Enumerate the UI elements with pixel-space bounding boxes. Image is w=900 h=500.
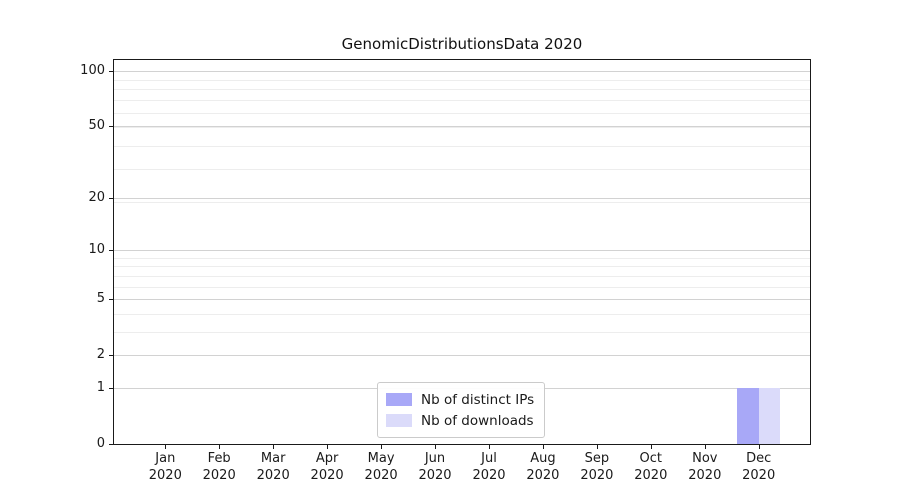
major-gridline (114, 299, 810, 300)
plot-area: Nb of distinct IPs Nb of downloads (113, 59, 811, 445)
y-tick-mark (109, 249, 113, 251)
minor-gridline (114, 145, 810, 147)
legend-swatch-icon (386, 414, 412, 427)
x-tick-label: Nov 2020 (688, 451, 722, 483)
x-tick-mark (650, 445, 652, 449)
x-tick-label: May 2020 (364, 451, 398, 483)
major-gridline (114, 125, 810, 127)
minor-gridline (114, 71, 810, 73)
legend-item: Nb of distinct IPs (386, 389, 534, 410)
minor-gridline (114, 331, 810, 333)
legend-label: Nb of downloads (421, 412, 534, 429)
minor-gridline (114, 79, 810, 81)
x-tick-label: Oct 2020 (634, 451, 668, 483)
y-tick-label: 100 (80, 62, 105, 78)
y-tick-label: 50 (88, 117, 105, 133)
x-tick-mark (273, 445, 275, 449)
y-tick-mark (109, 197, 113, 199)
x-tick-label: Apr 2020 (310, 451, 344, 483)
chart-title: GenomicDistributionsData 2020 (341, 35, 583, 53)
y-tick-mark (109, 355, 113, 357)
x-tick-mark (165, 445, 167, 449)
x-tick-mark (489, 445, 490, 449)
major-gridline (114, 249, 810, 251)
y-tick-label: 20 (88, 189, 105, 205)
x-tick-label: Jul 2020 (472, 451, 506, 483)
x-tick-mark (596, 445, 598, 449)
minor-gridline (114, 100, 810, 102)
legend: Nb of distinct IPs Nb of downloads (377, 382, 546, 438)
minor-gridline (114, 313, 810, 315)
legend-swatch-icon (386, 393, 412, 406)
minor-gridline (114, 257, 810, 259)
minor-gridline (114, 89, 810, 91)
bar-nb-of-distinct-ips (737, 387, 759, 444)
y-tick-label: 1 (96, 379, 105, 395)
x-tick-mark (758, 445, 760, 449)
y-tick-mark (109, 444, 113, 445)
x-tick-mark (542, 445, 544, 449)
minor-gridline (114, 286, 810, 288)
y-tick-mark (109, 299, 113, 300)
y-tick-mark (109, 387, 113, 389)
y-tick-label: 5 (96, 291, 105, 306)
x-tick-label: Aug 2020 (526, 451, 560, 483)
x-tick-label: Sep 2020 (580, 451, 614, 483)
x-tick-mark (327, 445, 329, 449)
x-tick-label: Dec 2020 (742, 451, 776, 483)
minor-gridline (114, 266, 810, 268)
minor-gridline (114, 112, 810, 114)
legend-label: Nb of distinct IPs (421, 391, 535, 408)
x-tick-mark (219, 445, 221, 449)
minor-gridline (114, 201, 810, 203)
legend-item: Nb of downloads (386, 410, 534, 431)
x-tick-mark (704, 445, 706, 449)
major-gridline (114, 197, 810, 199)
x-tick-label: Mar 2020 (256, 451, 290, 483)
y-tick-label: 2 (96, 347, 105, 363)
major-gridline (114, 70, 810, 72)
x-tick-mark (435, 445, 436, 449)
x-tick-label: Feb 2020 (202, 451, 236, 483)
minor-gridline (114, 275, 810, 277)
y-tick-label: 0 (96, 436, 105, 451)
bar-nb-of-downloads (758, 387, 781, 444)
x-tick-label: Jan 2020 (148, 451, 182, 483)
y-tick-mark (109, 70, 113, 72)
minor-gridline (114, 168, 810, 170)
major-gridline (114, 355, 810, 357)
y-tick-label: 10 (88, 241, 105, 257)
y-tick-mark (109, 125, 113, 127)
x-tick-mark (381, 445, 383, 449)
x-tick-label: Jun 2020 (418, 451, 452, 483)
minor-gridline (114, 127, 810, 129)
